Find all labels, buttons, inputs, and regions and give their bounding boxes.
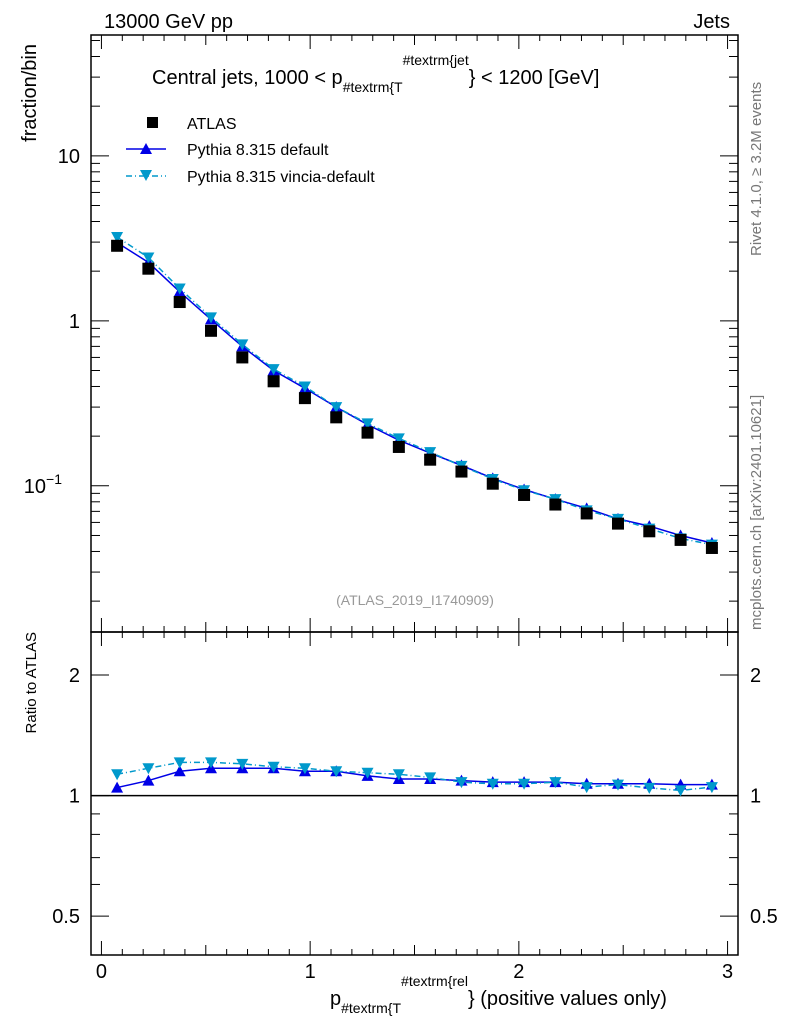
legend: ATLAS Pythia 8.315 default Pythia 8.315 … xyxy=(126,116,375,186)
vincia-marker xyxy=(298,381,311,393)
atlas-marker xyxy=(361,426,374,439)
xlabel-pre: p xyxy=(330,988,341,1010)
ratio-default-marker xyxy=(111,781,124,793)
legend-marker-vincia xyxy=(140,170,152,181)
ratio-vincia-marker xyxy=(392,769,405,781)
ratio-y-tick-label-right: 0.5 xyxy=(750,906,778,928)
xlabel-sub: #textrm{T xyxy=(341,1000,401,1016)
vincia-marker xyxy=(236,339,249,351)
atlas-marker xyxy=(173,296,186,309)
header-right: Jets xyxy=(693,11,730,33)
ratio-y-tick-label: 2 xyxy=(69,665,80,687)
ratio-vincia-marker xyxy=(705,782,718,794)
atlas-marker xyxy=(298,392,311,405)
ratio-vincia-marker xyxy=(142,763,155,775)
vincia-marker xyxy=(173,283,186,295)
ratio-y-axis-label: Ratio to ATLAS xyxy=(23,632,40,733)
ratio-default-marker xyxy=(173,765,186,777)
atlas-marker xyxy=(518,488,531,501)
ratio-vincia-marker xyxy=(361,767,374,779)
xlabel-sup: #textrm{rel xyxy=(401,973,468,989)
ratio-vincia-marker xyxy=(330,766,343,778)
vincia-marker xyxy=(267,364,280,376)
title-pre: Central jets, 1000 < p xyxy=(152,67,343,89)
mcplots-label: mcplots.cern.ch [arXiv:2401.10621] xyxy=(748,395,765,630)
atlas-marker xyxy=(611,517,624,530)
rivet-label: Rivet 4.1.0, ≥ 3.2M events xyxy=(748,82,765,256)
atlas-marker xyxy=(142,262,155,275)
atlas-marker xyxy=(236,351,249,364)
xlabel-post: } (positive values only) xyxy=(468,988,667,1010)
ratio-vincia-marker xyxy=(486,778,499,790)
ratio-vincia-marker xyxy=(424,772,437,784)
ratio-frame xyxy=(90,631,739,956)
vincia-line xyxy=(116,236,713,546)
x-tick-label: 0 xyxy=(96,961,107,983)
legend-marker-default xyxy=(140,143,152,154)
atlas-marker xyxy=(705,541,718,554)
vincia-marker xyxy=(330,402,343,414)
atlas-marker xyxy=(111,239,124,252)
x-axis-label: p#textrm{T#textrm{rel} (positive values … xyxy=(330,973,667,1016)
legend-marker-atlas xyxy=(147,117,158,128)
title-post: } < 1200 [GeV] xyxy=(469,67,600,89)
x-tick-label: 3 xyxy=(722,961,733,983)
ratio-vincia-marker xyxy=(236,758,249,770)
atlas-marker xyxy=(330,411,343,424)
default-line xyxy=(116,241,713,544)
ratio-vincia-marker xyxy=(173,757,186,769)
title-sub: #textrm{T xyxy=(343,79,403,95)
plot-title: Central jets, 1000 < p#textrm{T#textrm{j… xyxy=(152,52,599,95)
atlas-marker xyxy=(486,477,499,490)
ratio-vincia-marker xyxy=(580,782,593,794)
atlas-marker xyxy=(392,440,405,453)
y-tick-label: 1 xyxy=(69,311,80,333)
x-tick-label: 2 xyxy=(513,961,524,983)
ratio-vincia-marker xyxy=(549,777,562,789)
ratio-vincia-marker xyxy=(518,778,531,790)
atlas-marker xyxy=(549,498,562,511)
legend-label-vincia: Pythia 8.315 vincia-default xyxy=(187,169,375,186)
vincia-marker xyxy=(142,252,155,264)
ratio-default-marker xyxy=(142,774,155,786)
vincia-marker xyxy=(392,433,405,445)
vincia-marker xyxy=(111,232,124,244)
ratio-vincia-marker xyxy=(674,785,687,797)
legend-label-default: Pythia 8.315 default xyxy=(187,142,329,159)
x-tick-label: 1 xyxy=(305,961,316,983)
legend-label-atlas: ATLAS xyxy=(187,116,237,133)
atlas-marker xyxy=(643,525,656,538)
header-left: 13000 GeV pp xyxy=(104,11,233,33)
ratio-vincia-marker xyxy=(111,769,124,781)
ratio-vincia-marker xyxy=(643,782,656,794)
atlas-marker xyxy=(424,453,437,466)
ratio-default-line xyxy=(116,767,712,789)
atlas-marker xyxy=(674,533,687,546)
y-axis-label: fraction/bin xyxy=(19,44,41,142)
ratio-vincia-marker xyxy=(455,777,468,789)
atlas-marker xyxy=(267,375,280,388)
ratio-vincia-marker xyxy=(298,763,311,775)
ratio-vincia-marker xyxy=(611,779,624,791)
y-tick-label: 10−1 xyxy=(24,471,62,498)
title-sup: #textrm{jet xyxy=(403,52,469,68)
atlas-marker xyxy=(205,324,218,337)
ratio-vincia-marker xyxy=(267,761,280,773)
vincia-marker xyxy=(361,418,374,430)
ratio-y-tick-label-right: 1 xyxy=(750,786,761,808)
ratio-y-tick-label-right: 2 xyxy=(750,665,761,687)
vincia-marker xyxy=(205,312,218,324)
ratio-vincia-marker xyxy=(205,757,218,769)
ratio-y-tick-label: 0.5 xyxy=(52,906,80,928)
y-tick-label: 10 xyxy=(58,146,80,168)
ratio-y-tick-label: 1 xyxy=(69,786,80,808)
ratio-vincia-line xyxy=(116,761,712,792)
analysis-id: (ATLAS_2019_I1740909) xyxy=(336,592,494,608)
vincia-marker xyxy=(424,447,437,459)
atlas-marker xyxy=(580,507,593,520)
atlas-marker xyxy=(455,465,468,478)
